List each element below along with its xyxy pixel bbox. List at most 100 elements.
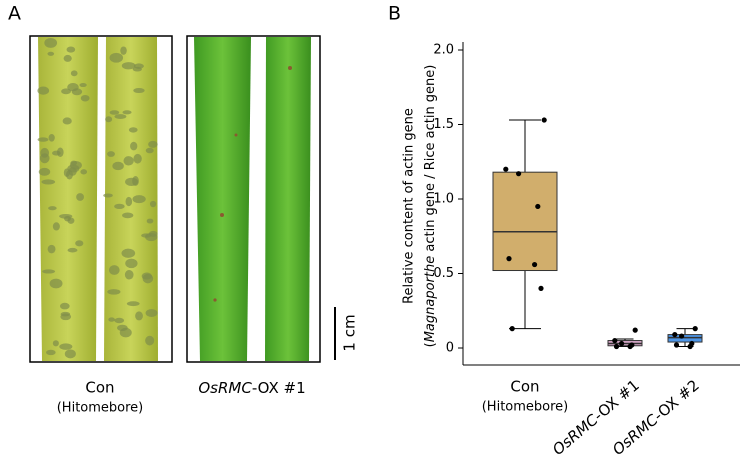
lesion <box>59 213 73 219</box>
lesion <box>48 133 55 142</box>
lesion <box>47 244 56 254</box>
lesion <box>148 140 158 148</box>
lesion <box>59 343 73 350</box>
label-part: actin gene / Rice actin gene) <box>423 65 438 256</box>
lesion <box>49 278 63 289</box>
y-tick-label: 1.0 <box>433 192 454 207</box>
lesion <box>62 117 72 125</box>
lesion <box>65 170 73 180</box>
box <box>492 171 558 272</box>
lesion <box>120 46 127 55</box>
data-point <box>619 340 625 347</box>
lesion <box>107 289 121 295</box>
lesion <box>121 62 136 70</box>
scale-label: 1 cm <box>341 314 359 351</box>
data-point <box>679 333 685 339</box>
lesion <box>149 200 157 208</box>
lesion <box>114 317 125 324</box>
lesion <box>70 70 78 77</box>
data-point <box>516 171 522 177</box>
lesion <box>52 222 60 231</box>
lesion <box>76 193 85 201</box>
data-point <box>632 327 638 333</box>
label-part: -OX #2 <box>650 376 703 424</box>
label-part: ( <box>423 342 438 347</box>
lesion <box>109 110 120 115</box>
lesion <box>122 212 134 219</box>
lesion <box>112 161 124 171</box>
lesion <box>126 301 140 307</box>
lesion <box>145 147 154 154</box>
photo-con <box>29 35 173 363</box>
lesion <box>80 169 88 175</box>
lesion <box>48 206 57 211</box>
lesion <box>38 167 51 176</box>
data-point <box>627 343 633 350</box>
lesion <box>67 247 78 253</box>
lesion <box>130 141 138 151</box>
x-tick-label: Con <box>510 378 539 396</box>
y-tick-label: 0.5 <box>433 266 454 281</box>
lesion <box>46 349 56 356</box>
lesion <box>132 195 146 204</box>
lesion <box>122 110 132 115</box>
data-point <box>509 326 515 332</box>
lesion <box>114 114 127 119</box>
data-point <box>541 117 547 123</box>
y-tick-label: 0 <box>446 341 454 356</box>
lesion <box>47 51 55 56</box>
lesion <box>135 311 143 321</box>
data-point <box>532 261 538 268</box>
data-point <box>538 285 544 291</box>
label-part: Magnaporthe <box>423 256 438 343</box>
lesion <box>145 335 155 346</box>
lesion <box>107 151 115 157</box>
lesion <box>42 269 56 274</box>
lesion <box>114 203 125 210</box>
data-point <box>506 256 512 262</box>
lesion <box>108 317 115 322</box>
y-axis-label: Relative content of actin gene <box>402 108 417 304</box>
lesion <box>103 193 113 198</box>
lesion <box>63 54 72 62</box>
italic-part: OsRMC <box>609 410 662 458</box>
y-tick-label: 2.0 <box>433 43 454 58</box>
lesion <box>125 196 133 207</box>
lesion <box>61 88 71 95</box>
lesion <box>80 94 90 102</box>
lesion <box>121 248 136 258</box>
lesion <box>125 177 139 187</box>
italic-part: OsRMC <box>198 379 252 397</box>
lesion <box>52 340 59 347</box>
lesion <box>128 127 138 133</box>
y-tick-label: 1.5 <box>433 117 454 132</box>
lesion <box>66 46 76 53</box>
photo-label: OsRMC-OX #1 <box>198 379 305 397</box>
lesion <box>146 218 154 224</box>
lesion <box>125 258 138 269</box>
lesion <box>108 265 120 275</box>
lesion <box>105 116 113 123</box>
lesion <box>79 83 87 88</box>
lesion <box>70 160 78 166</box>
x-tick-sublabel: (Hitomebore) <box>482 400 569 415</box>
data-point <box>692 326 698 332</box>
data-point <box>613 343 620 350</box>
lesion <box>60 302 70 310</box>
data-point <box>687 343 693 350</box>
data-point <box>672 331 678 338</box>
label-part: -OX #1 <box>252 379 306 397</box>
lesion <box>67 83 79 92</box>
lesion <box>141 233 152 238</box>
lesion <box>52 150 61 156</box>
lesion <box>145 309 158 317</box>
lesion <box>132 66 142 72</box>
lesion <box>41 179 56 185</box>
italic-part: OsRMC <box>549 410 602 458</box>
data-point <box>673 342 680 348</box>
lesion <box>64 349 76 359</box>
data-point <box>503 166 509 172</box>
lesion <box>37 137 49 142</box>
y-axis-label: (Magnaporthe actin gene / Rice actin gen… <box>423 65 438 348</box>
lesion <box>133 88 145 94</box>
